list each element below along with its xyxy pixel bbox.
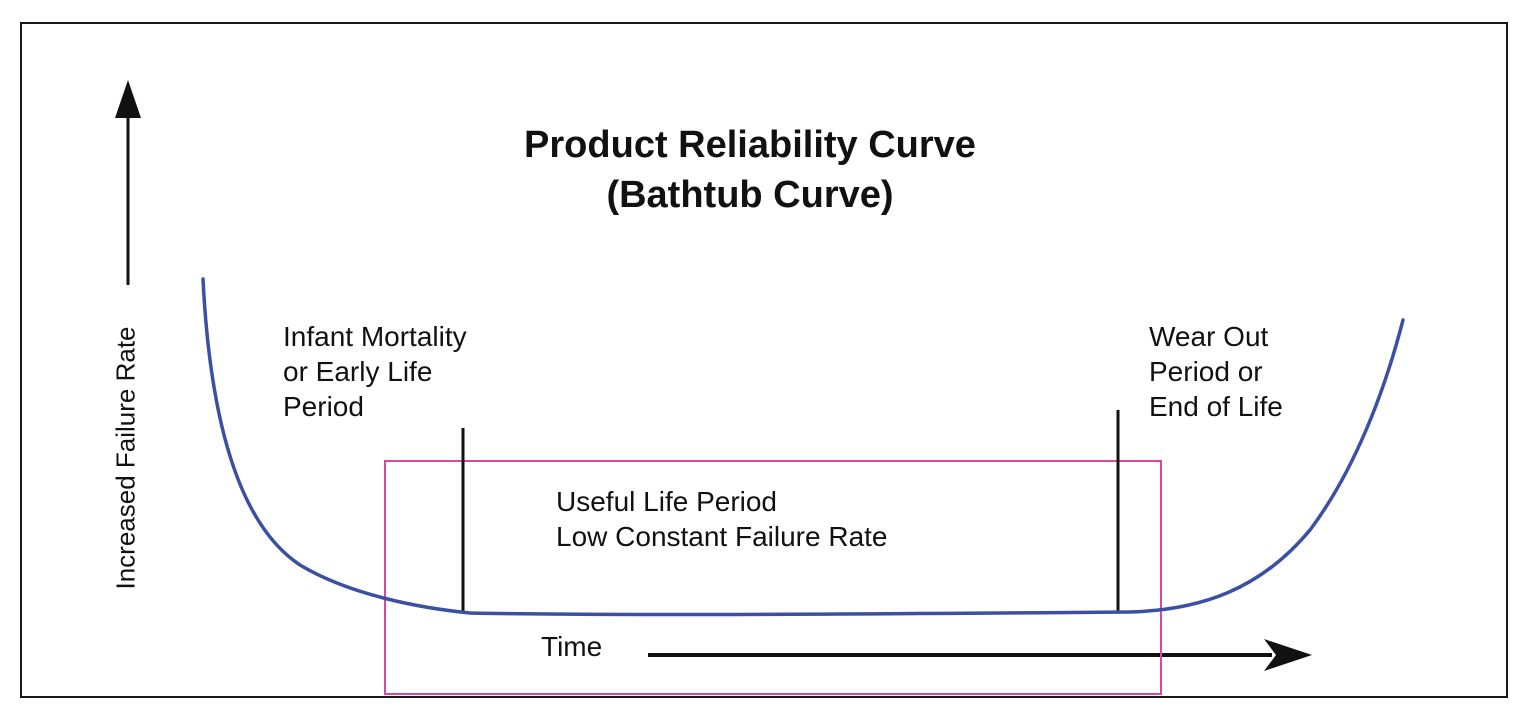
- wear-out-label-line3: End of Life: [1149, 391, 1283, 422]
- infant-mortality-label-line1: Infant Mortality: [283, 321, 467, 352]
- y-axis-label: Increased Failure Rate: [110, 326, 141, 590]
- infant-mortality-label-line3: Period: [283, 391, 364, 422]
- wear-out-label-line2: Period or: [1149, 356, 1263, 387]
- diagram-title: Product Reliability Curve: [524, 124, 976, 166]
- x-axis-label: Time: [541, 631, 603, 662]
- useful-life-label-line2: Low Constant Failure Rate: [556, 521, 888, 552]
- x-axis-arrow: [648, 639, 1312, 671]
- wear-out-label-line1: Wear Out: [1149, 321, 1269, 352]
- infant-mortality-label-line2: or Early Life: [283, 356, 433, 387]
- useful-life-box: [384, 460, 1162, 695]
- diagram-subtitle: (Bathtub Curve): [606, 174, 894, 216]
- y-axis-arrow: [115, 80, 141, 285]
- bathtub-curve: [201, 277, 1405, 617]
- useful-life-label-line1: Useful Life Period: [556, 486, 778, 517]
- diagram-frame: [20, 22, 1508, 698]
